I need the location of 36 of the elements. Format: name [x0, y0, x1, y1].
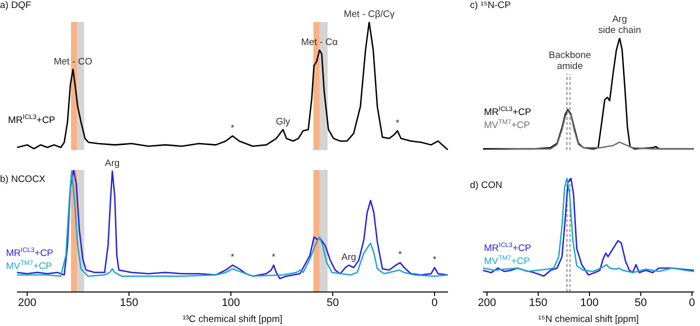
x-tick-label: 200 [18, 296, 36, 309]
x-tick-label: 100 [222, 296, 240, 309]
annotation: Met - CO [54, 56, 92, 68]
chart-title: c) ¹⁵N-CP [470, 0, 511, 11]
annotation: Arg [104, 158, 120, 170]
chart-title: d) CON [470, 180, 502, 191]
annotation: Met - Cβ/Cγ [344, 9, 395, 20]
x-axis-title: ¹³C chemical shift [ppm] [182, 314, 282, 325]
annotation: Gly [276, 116, 290, 128]
series-label: MR$^{ICL3}$+CP [484, 241, 532, 256]
x-tick-label: 150 [529, 296, 548, 309]
annotation: * [396, 118, 400, 129]
annotation: * [432, 254, 437, 266]
annotation: * [230, 252, 235, 264]
x-tick-label: 50 [634, 296, 647, 309]
chart-title: a) DQF [0, 0, 32, 11]
text: MR$^{ICL3}$+CP [484, 105, 532, 120]
annotation: Arg side chain [598, 14, 641, 36]
x-tick-label: 0 [431, 296, 438, 309]
series-label: MV$^{TM7}$+CP [484, 118, 530, 132]
series-label: MR$^{ICL3}$+CP [8, 113, 56, 128]
text: b) NCOCX [0, 174, 46, 185]
x-axis-title: ¹⁵N chemical shift [ppm] [538, 314, 639, 325]
x-tick-label: 50 [326, 296, 339, 309]
annotation: * [398, 250, 402, 261]
x-tick-label: 150 [120, 296, 138, 309]
series-label: MV$^{TM7}$+CP [484, 254, 530, 268]
ref-line-label: Backbone amide [548, 50, 592, 72]
series-label: MV$^{TM7}$+CP [6, 259, 52, 274]
x-tick-label: 0 [688, 296, 696, 309]
annotation: * [272, 252, 276, 264]
x-tick-label: 100 [580, 296, 599, 309]
x-tick-label: 200 [478, 296, 496, 309]
annotation: * [230, 122, 235, 134]
annotation: Arg [341, 252, 356, 264]
series-label: MR$^{ICL3}$+CP [6, 246, 54, 260]
